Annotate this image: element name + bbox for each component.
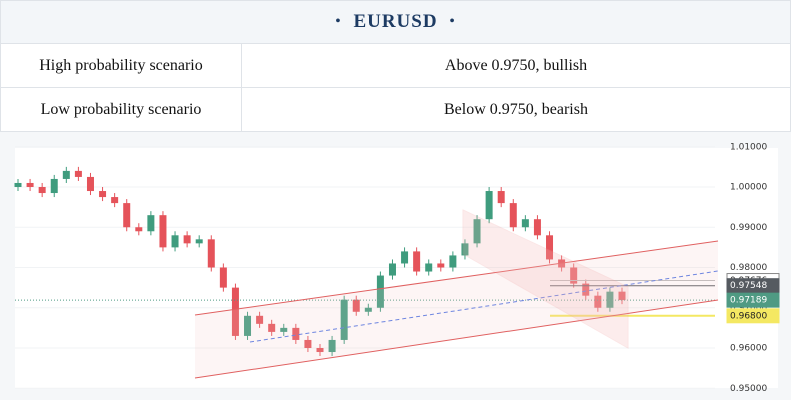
y-tick-label: 0.95000 bbox=[730, 384, 767, 394]
candle-body bbox=[388, 263, 396, 276]
candle-body bbox=[425, 263, 433, 272]
candle-body bbox=[219, 267, 227, 288]
candle-body bbox=[485, 191, 493, 220]
cell: Above 0.9750, bullish bbox=[444, 56, 588, 74]
candle-body bbox=[99, 191, 107, 198]
y-tick-label: 0.99000 bbox=[730, 223, 767, 233]
candle-body bbox=[135, 227, 143, 232]
table-row: High probability scenario Above 0.9750, b… bbox=[0, 44, 791, 88]
price-tag-label: 0.96800 bbox=[730, 311, 767, 321]
candle-body bbox=[618, 291, 626, 301]
candle-body bbox=[546, 235, 554, 260]
cell: Below 0.9750, bearish bbox=[444, 100, 588, 118]
candle-body bbox=[159, 215, 167, 248]
candle-body bbox=[570, 267, 578, 284]
candle-body bbox=[183, 235, 191, 244]
candle-body bbox=[123, 203, 131, 228]
candle-body bbox=[280, 327, 288, 332]
candle-body bbox=[449, 255, 457, 268]
table-row: Low probability scenario Below 0.9750, be… bbox=[0, 88, 791, 132]
candle-body bbox=[304, 339, 312, 348]
candle-body bbox=[268, 323, 276, 332]
y-tick-label: 0.97000 bbox=[730, 303, 767, 313]
trendline bbox=[249, 270, 719, 343]
candle-body bbox=[533, 219, 541, 236]
price-tag bbox=[726, 292, 780, 308]
candle-body bbox=[328, 339, 336, 353]
y-tick-label: 0.96000 bbox=[730, 344, 767, 354]
trendline bbox=[194, 299, 719, 379]
channel-fill bbox=[195, 241, 718, 378]
candle-body bbox=[207, 239, 215, 268]
cell: High probability scenario bbox=[1, 44, 242, 87]
candle-body bbox=[62, 170, 70, 179]
price-tag-label: 0.97189 bbox=[730, 296, 767, 306]
title: EURUSD bbox=[353, 11, 438, 32]
candle-body bbox=[364, 307, 372, 312]
candle-body bbox=[437, 263, 445, 268]
y-tick-label: 1.01000 bbox=[730, 142, 767, 152]
candle-body bbox=[292, 327, 300, 340]
candle-body bbox=[231, 287, 239, 336]
candle-body bbox=[594, 295, 602, 308]
candle-body bbox=[111, 197, 119, 204]
candle-body bbox=[86, 176, 94, 192]
title-bar: • EURUSD • bbox=[0, 0, 791, 44]
candle-body bbox=[461, 243, 469, 256]
candle-body bbox=[14, 182, 22, 187]
candle-body bbox=[38, 187, 46, 194]
candle-body bbox=[340, 299, 348, 340]
candle-body bbox=[521, 219, 529, 228]
candle-body bbox=[582, 283, 590, 296]
candle-body bbox=[497, 191, 505, 204]
candle-body bbox=[401, 251, 409, 264]
plot: 0.95000 0.96000 0.97000 0.98000 0.99000 1.000… bbox=[14, 142, 767, 394]
cell: Low probability scenario bbox=[1, 88, 242, 131]
candle-body bbox=[509, 203, 517, 228]
y-tick-label: 0.98000 bbox=[730, 263, 767, 273]
candle-body bbox=[316, 348, 324, 353]
candle-body bbox=[413, 251, 421, 272]
candle-body bbox=[376, 275, 384, 308]
candle-body bbox=[147, 215, 155, 232]
y-tick-label: 1.00000 bbox=[730, 183, 767, 193]
trendline bbox=[194, 240, 719, 316]
candle-body bbox=[195, 239, 203, 244]
candle-body bbox=[74, 170, 82, 177]
candle-body bbox=[256, 315, 264, 324]
candle-body bbox=[26, 182, 34, 187]
chart: 0.95000 0.96000 0.97000 0.98000 0.99000 1.000… bbox=[0, 132, 791, 400]
price-tag bbox=[726, 308, 780, 324]
descending-channel bbox=[462, 209, 629, 349]
candle-body bbox=[473, 219, 481, 244]
candle-body bbox=[171, 235, 179, 248]
price-tag-label: 0.97548 bbox=[730, 281, 767, 291]
candle-body bbox=[50, 178, 58, 194]
candle-body bbox=[244, 315, 252, 336]
candle-body bbox=[352, 299, 360, 312]
